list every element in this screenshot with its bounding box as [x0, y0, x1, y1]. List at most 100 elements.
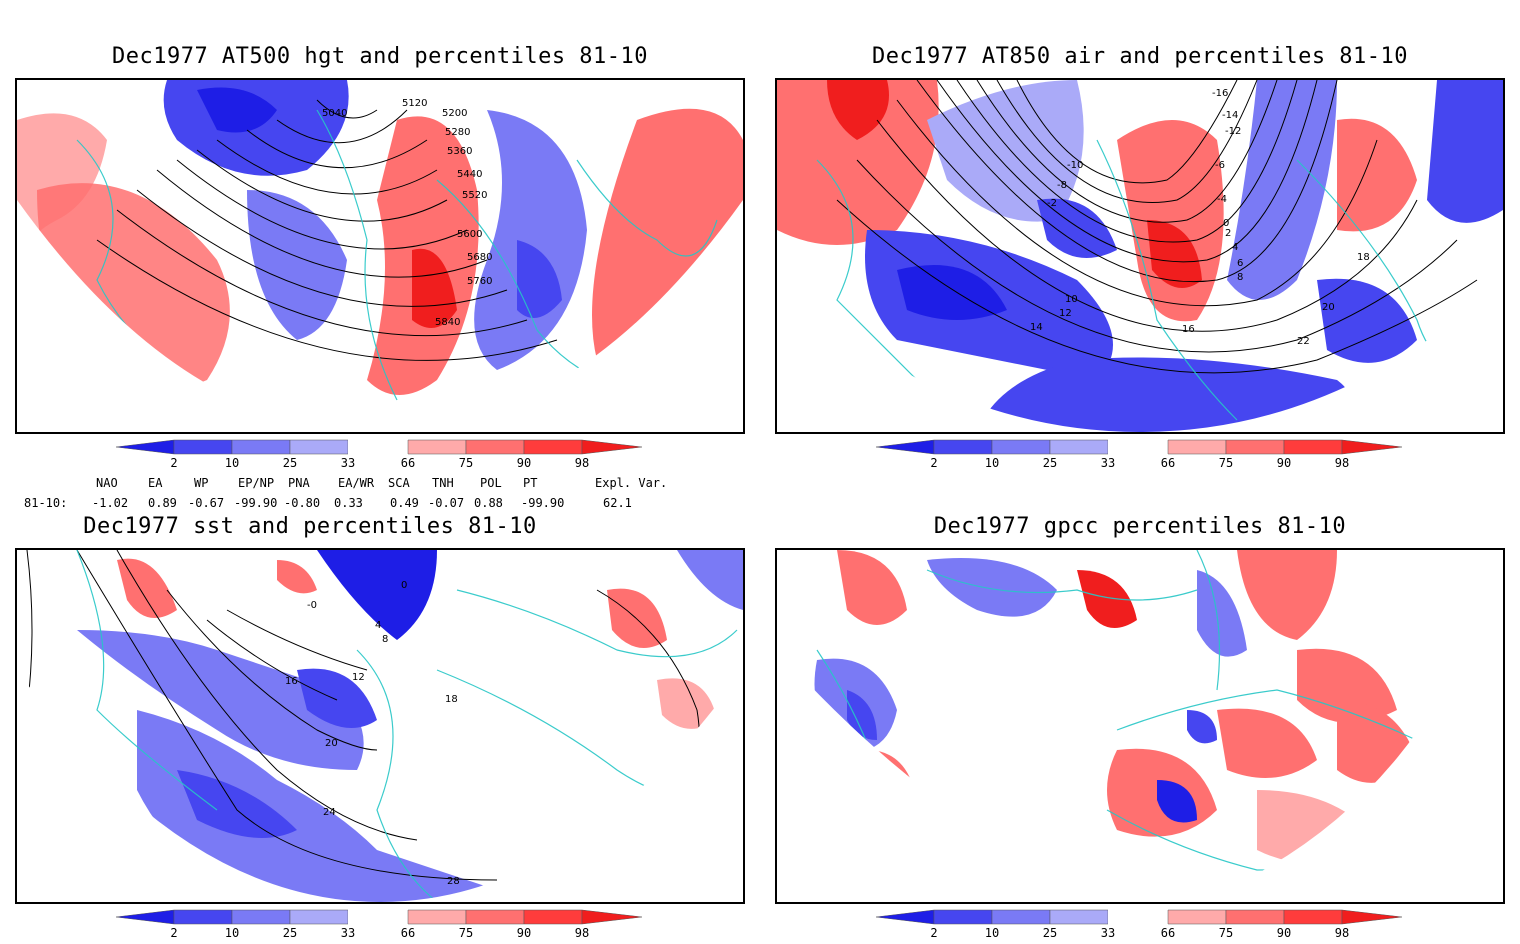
- colorbar-segment: [1341, 909, 1403, 925]
- contour-label: 16: [1182, 324, 1195, 335]
- contour-label: 5440: [457, 169, 482, 180]
- index-name: EA: [148, 476, 163, 490]
- contour-label: 14: [1030, 322, 1043, 333]
- contour-label: 4: [375, 620, 381, 631]
- colorbar-segment: [1225, 439, 1285, 455]
- colorbar-segment: [523, 909, 583, 925]
- map-hgt-percentiles: 5040 5120 5200 5280 5360 5440 5520 5600 …: [15, 78, 745, 434]
- contour-label: 5360: [447, 146, 472, 157]
- colorbar-tick-label: 25: [1042, 926, 1058, 940]
- colorbar-tick-label: 25: [1042, 456, 1058, 470]
- colorbar-tick-label: 90: [1276, 926, 1292, 940]
- contour-label: 16: [285, 676, 298, 687]
- colorbar-segment: [1167, 909, 1227, 925]
- contour-label: 5840: [435, 317, 460, 328]
- index-value: 0.89: [148, 496, 177, 510]
- colorbar-tick-label: 90: [516, 456, 532, 470]
- panel-title-air: Dec1977 AT850 air and percentiles 81-10: [871, 44, 1409, 69]
- index-value: 0.33: [334, 496, 363, 510]
- colorbar-segment: [1049, 909, 1109, 925]
- colorbar-air: 2 10 25 33 66 75 90 98: [875, 438, 1406, 474]
- panel-title-hgt: Dec1977 AT500 hgt and percentiles 81-10: [111, 44, 649, 69]
- colorbar-tick-label: 10: [224, 926, 240, 940]
- teleconnection-indices: NAO EA WP EP/NP PNA EA/WR SCA TNH POL PT Expl. Var…: [0, 474, 700, 514]
- contour-label: 12: [352, 672, 365, 683]
- contour-label: 10: [1065, 294, 1078, 305]
- colorbar-segment: [933, 909, 993, 925]
- colorbar-tick-label: 98: [1334, 456, 1350, 470]
- contour-label: 5680: [467, 252, 492, 263]
- colorbar-tick-label: 33: [1100, 456, 1116, 470]
- colorbar-segment: [407, 909, 467, 925]
- colorbar-tick-label: 10: [224, 456, 240, 470]
- contour-label: -2: [1047, 198, 1057, 209]
- contour-label: -14: [1222, 110, 1238, 121]
- colorbar-segment: [1108, 440, 1168, 454]
- colorbar-tick-label: 2: [930, 456, 938, 470]
- contour-label: -4: [1217, 194, 1227, 205]
- contour-label: 5040: [322, 108, 347, 119]
- contour-label: 18: [445, 694, 458, 705]
- index-name: TNH: [432, 476, 454, 490]
- contour-label: 6: [1237, 258, 1243, 269]
- panel-title-gpcc: Dec1977 gpcc percentiles 81-10: [933, 514, 1347, 539]
- colorbar-tick-label: 33: [340, 926, 356, 940]
- contour-label: 28: [447, 876, 460, 887]
- sst-contour-labels: -0 0 4 8 12 16 18 20 24 28: [285, 580, 460, 887]
- colorbar-segment: [581, 909, 643, 925]
- contour-label: 24: [323, 807, 336, 818]
- contour-label: 5760: [467, 276, 492, 287]
- colorbar-segment: [1108, 910, 1168, 924]
- colorbar-segment: [991, 909, 1051, 925]
- colorbar-segment: [407, 439, 467, 455]
- colorbar-tick-label: 66: [400, 456, 416, 470]
- index-value: -99.90: [521, 496, 565, 510]
- index-name: PT: [523, 476, 538, 490]
- contour-label: 22: [1297, 336, 1310, 347]
- colorbar-tick-label: 2: [930, 926, 938, 940]
- colorbar-segment: [115, 909, 175, 925]
- colorbar-tick-label: 90: [1276, 456, 1292, 470]
- index-value: -0.80: [284, 496, 321, 510]
- contour-label: 8: [1237, 272, 1243, 283]
- contour-label: -8: [1057, 180, 1067, 191]
- colorbar-tick-label: 75: [1218, 456, 1234, 470]
- colorbar-gpcc: 2 10 25 33 66 75 90 98: [875, 908, 1406, 944]
- colorbar-segment: [1341, 439, 1403, 455]
- colorbar-segment: [1283, 909, 1343, 925]
- hgt-contour-labels: 5040 5120 5200 5280 5360 5440 5520 5600 …: [322, 98, 492, 328]
- index-name: PNA: [288, 476, 310, 490]
- colorbar-tick-label: 75: [458, 456, 474, 470]
- index-value: -99.90: [234, 496, 278, 510]
- colorbar-segment: [231, 909, 291, 925]
- contour-label: 4: [1232, 242, 1238, 253]
- index-name: POL: [480, 476, 502, 490]
- colorbar-segment: [465, 909, 525, 925]
- colorbar-tick-label: 75: [458, 926, 474, 940]
- map-sst-percentiles: -0 0 4 8 12 16 18 20 24 28: [15, 548, 745, 904]
- colorbar-tick-label: 2: [170, 456, 178, 470]
- colorbar-segment: [991, 439, 1051, 455]
- colorbar-tick-label: 66: [1160, 926, 1176, 940]
- panel-title-sst: Dec1977 sst and percentiles 81-10: [83, 514, 537, 539]
- index-name: EA/WR: [338, 476, 375, 490]
- contour-label: -16: [1212, 88, 1228, 99]
- colorbar-tick-label: 66: [400, 926, 416, 940]
- colorbar-segment: [465, 439, 525, 455]
- colorbar-segment: [933, 439, 993, 455]
- map-gpcc-percentiles: [775, 548, 1505, 904]
- colorbar-tick-label: 98: [574, 456, 590, 470]
- contour-label: 5600: [457, 229, 482, 240]
- contour-label: 12: [1059, 308, 1072, 319]
- colorbar-segment: [173, 909, 233, 925]
- contour-label: -6: [1215, 160, 1225, 171]
- colorbar-tick-label: 90: [516, 926, 532, 940]
- index-value: -0.07: [428, 496, 465, 510]
- index-value: 0.88: [474, 496, 503, 510]
- index-name: EP/NP: [238, 476, 275, 490]
- colorbar-tick-label: 33: [340, 456, 356, 470]
- index-row-label: 81-10:: [24, 496, 68, 510]
- colorbar-segment: [875, 909, 935, 925]
- colorbar-segment: [115, 439, 175, 455]
- contour-label: 0: [401, 580, 407, 591]
